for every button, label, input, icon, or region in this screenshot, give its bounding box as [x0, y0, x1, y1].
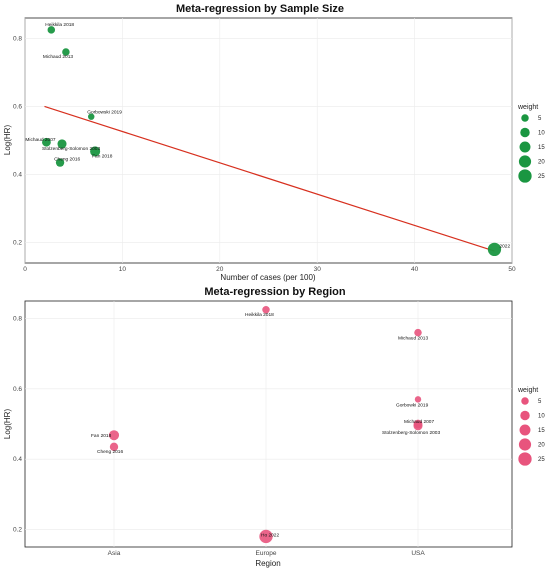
legend-label: 10	[538, 131, 545, 137]
x-tick-label: 40	[411, 266, 419, 273]
legend-key	[518, 452, 532, 466]
legend-key	[519, 141, 531, 153]
legend: weight 5 10 15 20 25	[517, 387, 545, 466]
x-tick-label: 20	[216, 266, 224, 273]
point-labels: Heikkila 2018 Michaud 2013 Gorbowki 2019 Mi…	[91, 312, 440, 539]
y-axis-label: Log(HR)	[3, 125, 12, 156]
data-point	[62, 48, 70, 56]
legend-label: 5	[538, 116, 542, 122]
legend-label: 15	[538, 145, 545, 151]
legend-label: 20	[538, 443, 545, 449]
point-labels: Heikkila 2018 Michaud 2013 Gorbowski 2019 M…	[25, 22, 510, 249]
legend-key	[518, 169, 532, 183]
point-label: Fan 2018	[91, 433, 112, 439]
x-tick-label: Europe	[256, 550, 277, 557]
legend-label: 5	[538, 399, 542, 405]
region-panel: Meta-regression by Region Asia Europe USA 0…	[3, 286, 545, 568]
point-label: Fan 2018	[92, 153, 113, 159]
point-label: Gorbowki 2019	[396, 402, 429, 408]
legend-key	[519, 424, 531, 436]
legend-key	[521, 114, 529, 122]
point-label: Cheng 2016	[54, 157, 80, 163]
regression-line	[44, 105, 495, 252]
point-label: Ho 2022	[261, 532, 279, 538]
sample-size-panel: Meta-regression by Sample Size 0 10 20 30 40…	[3, 3, 545, 282]
data-point	[259, 529, 273, 544]
legend-key	[518, 155, 532, 168]
point-label: Stolzenberg-Solomon 2003	[382, 430, 440, 436]
point-label: Gorbowski 2019	[87, 110, 122, 116]
data-point	[108, 430, 120, 441]
x-tick-label: 50	[508, 266, 516, 273]
x-tick-label: Asia	[108, 550, 121, 557]
data-point	[413, 421, 423, 431]
point-label: Heikkila 2018	[245, 312, 274, 318]
x-tick-label: 10	[119, 266, 127, 273]
gridlines	[25, 301, 512, 547]
data-point	[42, 137, 51, 147]
x-axis-label: Region	[255, 559, 280, 568]
data-point	[88, 113, 95, 120]
y-tick-label: 0.8	[13, 35, 22, 42]
tick-labels: Asia Europe USA 0.2 0.4 0.6 0.8	[13, 316, 425, 557]
y-tick-label: 0.4	[13, 456, 22, 463]
point-label: Michaud 2013	[43, 54, 73, 60]
legend-key	[518, 438, 532, 451]
y-tick-label: 0.2	[13, 240, 22, 247]
y-tick-label: 0.6	[13, 386, 22, 393]
x-tick-label: USA	[411, 550, 425, 557]
y-tick-label: 0.6	[13, 103, 22, 110]
plot-area	[24, 17, 513, 264]
data-point	[414, 396, 422, 403]
legend-key	[521, 397, 529, 405]
data-point	[109, 442, 119, 452]
x-tick-label: 0	[23, 266, 27, 273]
y-tick-label: 0.2	[13, 526, 22, 533]
legend-title: weight	[517, 104, 538, 111]
regression-line-group	[44, 105, 495, 252]
data-points	[108, 306, 423, 544]
legend-label: 15	[538, 428, 545, 434]
point-label: Michaud 2007	[25, 137, 55, 143]
y-tick-label: 0.4	[13, 172, 22, 179]
point-label: Stolzenberg-Solomon 2003	[42, 146, 100, 152]
legend-key	[520, 410, 530, 421]
legend: weight 5 10 15 20 25	[517, 104, 545, 183]
gridlines	[24, 18, 513, 263]
legend-label: 25	[538, 457, 545, 463]
legend-label: 20	[538, 160, 545, 166]
point-label: Michaud 2013	[398, 336, 428, 342]
tick-labels: 0 10 20 30 40 50 0.2 0.4 0.6 0.8	[13, 35, 516, 273]
legend-title: weight	[517, 387, 538, 394]
point-label: Cheng 2016	[97, 449, 123, 455]
data-point	[55, 158, 65, 167]
data-point	[487, 242, 502, 257]
legend-label: 25	[538, 174, 545, 180]
chart-title: Meta-regression by Region	[204, 286, 345, 298]
y-tick-label: 0.8	[13, 316, 22, 323]
legend-label: 10	[538, 414, 545, 420]
data-point	[262, 306, 270, 314]
plot-area	[24, 300, 513, 548]
point-label: 2022	[499, 243, 510, 249]
chart-title: Meta-regression by Sample Size	[176, 3, 344, 15]
y-axis-label: Log(HR)	[3, 409, 12, 440]
data-point	[90, 146, 101, 157]
x-tick-label: 30	[314, 266, 322, 273]
point-label: Heikkila 2018	[45, 22, 74, 28]
point-label: Michaud 2007	[404, 419, 434, 425]
data-point	[414, 328, 422, 337]
data-point	[47, 26, 56, 34]
data-points	[42, 26, 502, 257]
data-point	[57, 139, 67, 149]
x-axis-label: Number of cases (per 100)	[220, 273, 315, 282]
legend-key	[520, 127, 530, 138]
